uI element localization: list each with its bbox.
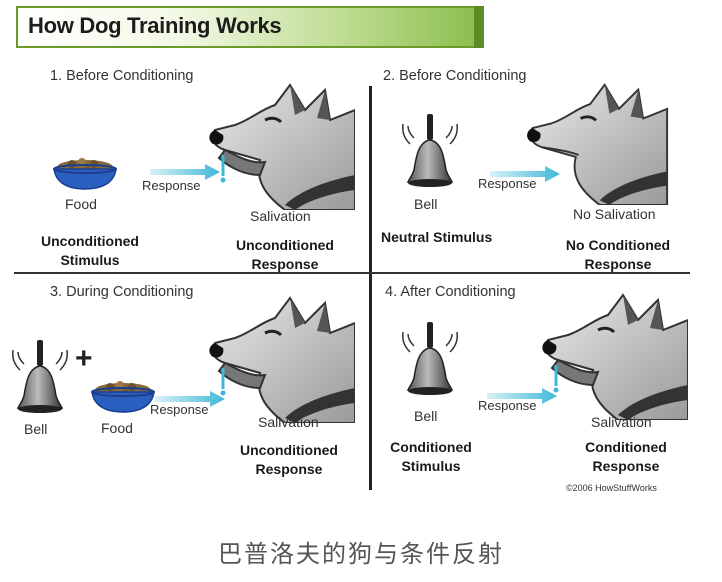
panel3-arrow-label: Response: [150, 402, 209, 417]
bell-icon: [400, 112, 460, 192]
panel4-result-label: Salivation: [591, 414, 652, 430]
panel1-arrow-label: Response: [142, 178, 201, 193]
food-bowl-icon: [88, 378, 158, 418]
image-caption: 巴普洛夫的狗与条件反射: [218, 540, 504, 568]
banner-accent: [474, 6, 484, 48]
panel2-stimulus-label: Bell: [414, 196, 438, 212]
panel2-arrow-label: Response: [478, 176, 537, 191]
panel4-stimulus-type: Conditioned Stimulus: [390, 439, 472, 474]
panel3-heading: 3. During Conditioning: [50, 284, 194, 300]
salivating-dog-icon: [205, 80, 355, 210]
panel4-stimulus-label: Bell: [414, 408, 438, 424]
plus-sign: +: [75, 342, 93, 375]
panel2-response-type: No Conditioned Response: [565, 237, 671, 272]
panel3-result-label: Salivation: [258, 414, 319, 430]
panel1-stimulus-label: Food: [65, 196, 97, 212]
salivating-dog-icon: [538, 290, 688, 420]
quadrant-divider-horizontal: [14, 272, 690, 274]
panel4-heading: 4. After Conditioning: [385, 284, 516, 300]
panel3-response-type: Unconditioned Response: [240, 442, 338, 477]
panel3-stimulus-b-label: Food: [101, 420, 133, 436]
page-title: How Dog Training Works: [28, 13, 282, 38]
panel4-arrow-label: Response: [478, 398, 537, 413]
copyright-text: ©2006 HowStuffWorks: [566, 483, 657, 493]
dog-no-saliva-icon: [520, 80, 670, 205]
quadrant-divider-vertical: [369, 86, 372, 490]
food-bowl-icon: [50, 155, 120, 195]
panel1-stimulus-type: Unconditioned Stimulus: [41, 233, 139, 268]
title-banner: How Dog Training Works: [16, 6, 484, 48]
panel1-response-type: Unconditioned Response: [236, 237, 334, 272]
bell-icon: [10, 338, 70, 418]
panel2-result-label: No Salivation: [573, 206, 656, 222]
panel2-heading: 2. Before Conditioning: [383, 68, 527, 84]
panel2-stimulus-type: Neutral Stimulus: [381, 229, 493, 245]
panel1-result-label: Salivation: [250, 208, 311, 224]
panel3-stimulus-a-label: Bell: [24, 421, 48, 437]
panel1-heading: 1. Before Conditioning: [50, 68, 194, 84]
panel4-response-type: Conditioned Response: [585, 439, 667, 474]
salivating-dog-icon: [205, 293, 355, 423]
bell-icon: [400, 320, 460, 400]
